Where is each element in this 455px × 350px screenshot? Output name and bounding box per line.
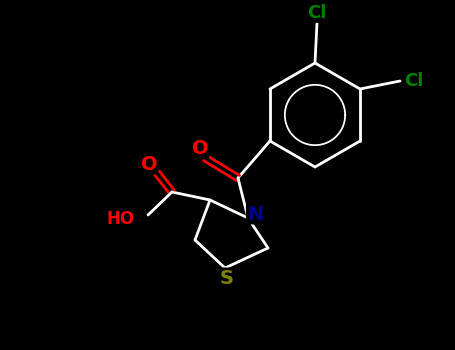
- Text: Cl: Cl: [404, 72, 424, 90]
- Text: O: O: [141, 154, 157, 174]
- Text: N: N: [247, 204, 263, 224]
- Text: HO: HO: [107, 210, 135, 228]
- Text: Cl: Cl: [307, 4, 327, 22]
- Text: S: S: [220, 268, 234, 287]
- Text: O: O: [192, 139, 208, 158]
